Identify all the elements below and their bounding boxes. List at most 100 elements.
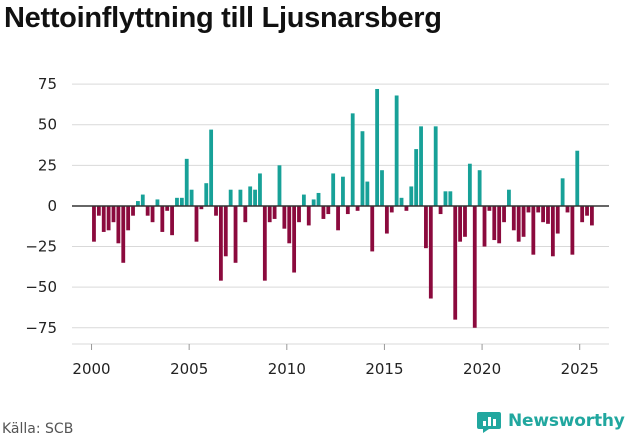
bar (248, 186, 253, 206)
bar (345, 205, 350, 215)
x-tick-label: 2010 (268, 360, 306, 378)
bar (394, 95, 399, 206)
bar (233, 205, 238, 263)
bar (92, 205, 96, 242)
bar (199, 205, 204, 210)
chart-title: Nettoinflyttning till Ljusnarsberg (4, 2, 442, 34)
bar (316, 192, 321, 206)
bar (311, 199, 316, 206)
y-tick-label: −25 (25, 238, 57, 256)
bar (106, 205, 111, 231)
brand-name: Newsworthy (508, 411, 625, 431)
bar (404, 205, 409, 211)
bar (272, 205, 277, 219)
y-axis-labels: 75 50 25 0 −25 −50 −75 (25, 75, 57, 337)
bar (370, 205, 375, 252)
bar (140, 194, 145, 206)
bar (355, 205, 360, 211)
bar (287, 205, 292, 244)
bar (399, 197, 404, 206)
bar (126, 205, 131, 231)
bar (516, 205, 521, 242)
bar (497, 205, 502, 244)
bar (96, 205, 101, 216)
bar-chart: 75 50 25 0 −25 −50 −75 2000 2005 2010 2015 2020 202… (25, 75, 609, 378)
bar (262, 205, 267, 281)
bar (218, 205, 223, 281)
bar (360, 131, 365, 206)
bar (326, 205, 331, 215)
bar (277, 165, 282, 206)
bar (555, 205, 560, 234)
bar (590, 205, 594, 226)
bar (580, 205, 585, 223)
x-tick-label: 2005 (170, 360, 208, 378)
bar (409, 186, 414, 206)
bar (438, 205, 443, 215)
bar (467, 163, 472, 206)
bar (585, 205, 589, 216)
x-tick-label: 2025 (561, 360, 599, 378)
grid-lines (72, 83, 609, 329)
bar (214, 205, 218, 216)
bar (155, 199, 160, 206)
bar (570, 205, 575, 255)
bar (101, 205, 106, 232)
bar (350, 113, 355, 206)
bar (228, 189, 233, 206)
y-tick-label: −50 (25, 278, 57, 296)
bar (433, 126, 438, 206)
bar (131, 205, 135, 216)
bar (492, 205, 497, 241)
bar (472, 205, 477, 328)
bar (150, 205, 155, 223)
bar (194, 205, 199, 242)
bar (375, 88, 380, 206)
bar (306, 205, 311, 226)
y-tick-label: 25 (38, 156, 57, 174)
x-tick-label: 2015 (365, 360, 403, 378)
bar (321, 205, 326, 219)
bar (223, 205, 228, 257)
bar (297, 205, 301, 223)
bar (458, 205, 463, 242)
bar (482, 205, 487, 247)
bar (443, 191, 448, 206)
bar (389, 205, 394, 213)
bar (145, 205, 150, 216)
bar (502, 205, 506, 223)
bar (575, 150, 580, 206)
bar (175, 197, 179, 206)
bar (121, 205, 126, 263)
bar (526, 205, 531, 213)
x-tick-label: 2000 (72, 360, 110, 378)
bars (92, 88, 594, 328)
bar (204, 183, 209, 206)
bar (341, 176, 345, 206)
bar (565, 205, 570, 213)
bar (365, 181, 370, 206)
bar (560, 178, 565, 206)
bar (463, 205, 467, 237)
bar (282, 205, 287, 229)
bar (448, 191, 453, 206)
bar (521, 205, 526, 237)
bar (267, 205, 272, 223)
bar (165, 205, 170, 211)
y-tick-label: 75 (38, 75, 57, 93)
bar (384, 205, 389, 234)
x-axis: 2000 2005 2010 2015 2020 2025 (72, 343, 609, 378)
bar (336, 205, 340, 231)
bar (550, 205, 555, 257)
bar (301, 194, 306, 206)
source-label: Källa: SCB (2, 421, 74, 437)
y-tick-label: 50 (38, 116, 57, 134)
newsworthy-icon (477, 412, 501, 433)
bar (170, 205, 174, 236)
y-tick-label: 0 (47, 197, 57, 215)
x-tick-label: 2020 (463, 360, 501, 378)
bar (380, 170, 384, 206)
bar (116, 205, 121, 244)
bar (424, 205, 428, 249)
bar (243, 205, 248, 223)
